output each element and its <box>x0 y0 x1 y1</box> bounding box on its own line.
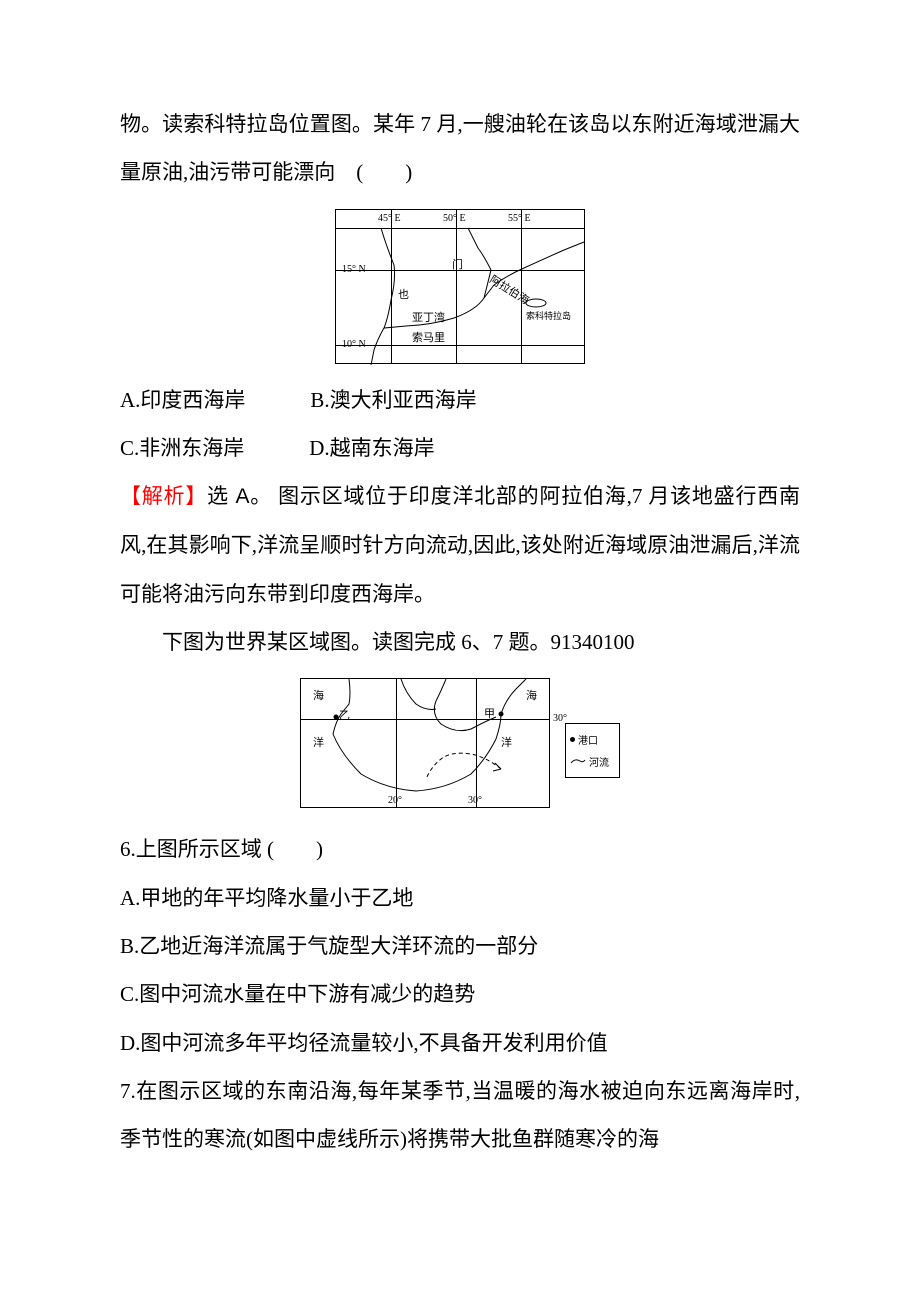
fig2-yi-label: 乙 <box>339 707 350 723</box>
fig1-lon-50e: 50° E <box>443 213 466 224</box>
q6-option-d: D.图中河流多年平均径流量较小,不具备开发利用价值 <box>120 1019 800 1067</box>
fig1-lon-45e: 45° E <box>378 213 401 224</box>
fig2-sea2-label: 海 <box>526 687 537 703</box>
fig2-svg <box>301 679 551 809</box>
q5-analysis: 【解析】选 A。 图示区域位于印度洋北部的阿拉伯海,7 月该地盛行西南风,在其影… <box>120 472 800 618</box>
fig1-somalia-label: 索马里 <box>412 329 445 345</box>
fig1-aden-label: 亚丁湾 <box>412 309 445 325</box>
q6-7-intro: 下图为世界某区域图。读图完成 6、7 题。91340100 <box>120 618 800 666</box>
legend-river-label: 河流 <box>589 754 609 769</box>
q5-option-c: C.非洲东海岸 <box>120 436 244 460</box>
fig2-lon-20: 20° <box>388 795 402 806</box>
legend-port-label: 港口 <box>578 732 598 747</box>
figure2-region-map: 20° 30° 30° 海 海 洋 洋 乙 甲 <box>300 678 550 808</box>
fig2-ocean2-label: 洋 <box>501 734 512 750</box>
figure2-wrap: 20° 30° 30° 海 海 洋 洋 乙 甲 <box>300 678 620 813</box>
fig1-socotra-label: 索科特拉岛 <box>526 309 571 322</box>
figure2-container: 20° 30° 30° 海 海 洋 洋 乙 甲 <box>120 678 800 813</box>
analysis-label: 【解析】 <box>120 484 207 508</box>
q6-stem: 6.上图所示区域 ( ) <box>120 825 800 873</box>
q5-options-row1: A.印度西海岸 B.澳大利亚西海岸 <box>120 376 800 424</box>
fig1-arabian-label: 阿拉伯海 <box>487 271 533 308</box>
legend-river-row: 河流 <box>570 750 615 772</box>
fig1-lat-15n: 15° N <box>342 264 366 275</box>
fig1-men-label: 门 <box>452 256 463 272</box>
fig1-lon-55e: 55° E <box>508 213 531 224</box>
q5-option-b: B.澳大利亚西海岸 <box>310 388 476 412</box>
figure1-socotra-map: 45° E 50° E 55° E 15° N 10° N 也 门 亚丁湾 索马… <box>335 209 585 364</box>
q6-option-a: A.甲地的年平均降水量小于乙地 <box>120 874 800 922</box>
q5-option-d: D.越南东海岸 <box>309 436 434 460</box>
q5-options-row2: C.非洲东海岸 D.越南东海岸 <box>120 424 800 472</box>
q7-text: 7.在图示区域的东南沿海,每年某季节,当温暖的海水被迫向东远离海岸时,季节性的寒… <box>120 1067 800 1164</box>
fig1-lat-10n: 10° N <box>342 339 366 350</box>
fig1-coastline-svg <box>336 210 586 365</box>
analysis-answer-prefix: 选 A。 <box>207 485 272 508</box>
river-line-icon <box>570 756 586 766</box>
q6-option-b: B.乙地近海洋流属于气旋型大洋环流的一部分 <box>120 922 800 970</box>
figure2-legend: 港口 河流 <box>565 723 620 778</box>
q5-intro-text: 物。读索科特拉岛位置图。某年 7 月,一艘油轮在该岛以东附近海域泄漏大量原油,油… <box>120 100 800 197</box>
q5-option-a: A.印度西海岸 <box>120 388 245 412</box>
figure1-container: 45° E 50° E 55° E 15° N 10° N 也 门 亚丁湾 索马… <box>120 209 800 364</box>
q6-option-c: C.图中河流水量在中下游有减少的趋势 <box>120 970 800 1018</box>
fig2-jia-label: 甲 <box>484 705 495 721</box>
fig1-ye-label: 也 <box>398 286 409 302</box>
fig2-ocean1-label: 洋 <box>313 734 324 750</box>
port-dot-icon <box>570 737 575 742</box>
fig2-lon-30: 30° <box>468 795 482 806</box>
legend-port-row: 港口 <box>570 728 615 750</box>
fig2-sea1-label: 海 <box>313 687 324 703</box>
